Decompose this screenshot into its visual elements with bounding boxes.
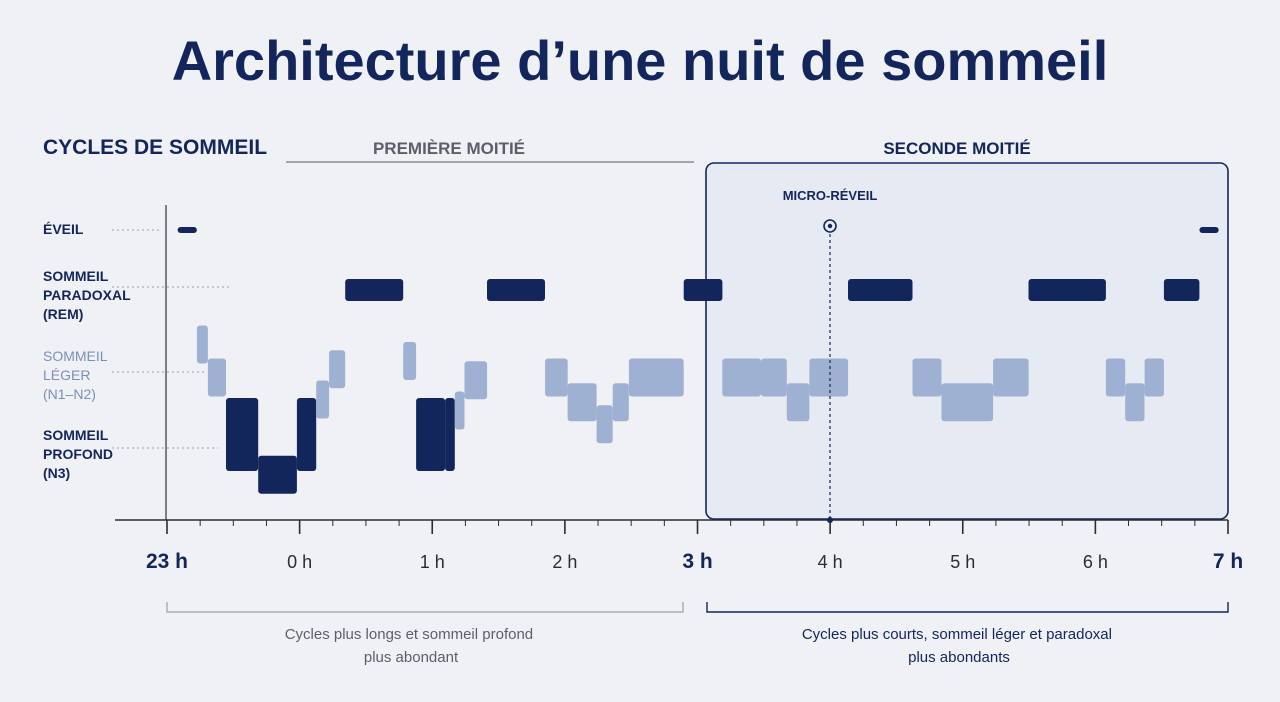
- micro-awakening-label: MICRO-RÉVEIL: [783, 188, 878, 203]
- hypnogram-segment-light: [786, 383, 810, 422]
- second-half-panel: [705, 162, 1229, 520]
- stage-labels: ÉVEIL SOMMEIL PARADOXAL (REM) SOMMEIL LÉ…: [43, 221, 134, 481]
- hypnogram-segment-rem: [345, 279, 404, 301]
- stage-label-light: SOMMEIL LÉGER (N1–N2): [43, 348, 111, 402]
- hypnogram-segment-light: [722, 358, 761, 397]
- stage-label-rem: SOMMEIL PARADOXAL (REM): [43, 268, 134, 322]
- first-half-bracket: [166, 602, 684, 613]
- hypnogram-segment-light: [596, 405, 613, 444]
- hypnogram-segment-deep: [296, 398, 317, 471]
- hypnogram-segment-rem: [487, 279, 545, 301]
- hypnogram-segment-light: [993, 358, 1029, 397]
- stage-leaders: [112, 229, 230, 449]
- first-half-caption: Cycles plus longs et sommeil profond plu…: [285, 626, 538, 666]
- hour-label: 5 h: [950, 552, 975, 572]
- hypnogram-segment-light: [196, 325, 208, 364]
- first-half-label: PREMIÈRE MOITIÉ: [373, 139, 525, 158]
- hypnogram-segment-light: [464, 361, 488, 400]
- micro-awakening-icon-dot: [827, 223, 833, 229]
- hypnogram-segment-awake: [177, 227, 197, 233]
- micro-awakening-marker: MICRO-RÉVEIL: [783, 188, 878, 523]
- second-half-label: SECONDE MOITIÉ: [883, 139, 1030, 158]
- x-axis-ticks: [166, 520, 1229, 534]
- hour-label: 4 h: [818, 552, 843, 572]
- hypnogram-segment-rem: [848, 279, 913, 301]
- page-title: Architecture d’une nuit de sommeil: [172, 29, 1109, 92]
- hypnogram-segment-light: [454, 391, 465, 430]
- hypnogram-segment-light: [628, 358, 684, 397]
- hypnogram-segment-rem: [683, 279, 723, 301]
- hypnogram-segment-deep: [445, 398, 455, 471]
- second-half-caption: Cycles plus courts, sommeil léger et par…: [802, 626, 1116, 666]
- hypnogram-segment-deep: [258, 455, 297, 494]
- hour-label: 7 h: [1213, 550, 1243, 573]
- hypnogram-segment-light: [809, 358, 849, 397]
- micro-awakening-icon: [823, 219, 837, 233]
- hypnogram-segment-light: [1125, 383, 1145, 422]
- hypnogram-segment-light: [761, 358, 787, 397]
- hour-label: 23 h: [146, 550, 188, 573]
- hypnogram: [177, 227, 1219, 494]
- hypnogram-segment-light: [1105, 358, 1126, 397]
- hypnogram-segment-rem: [1163, 279, 1200, 301]
- second-half-bracket: [706, 602, 1229, 613]
- hypnogram-segment-light: [329, 350, 346, 389]
- hypnogram-segment-deep: [416, 398, 446, 471]
- section-label: CYCLES DE SOMMEIL: [43, 136, 267, 159]
- hour-label: 6 h: [1083, 552, 1108, 572]
- micro-awakening-axis-dot: [827, 517, 833, 523]
- x-axis-hour-labels: 23 h 0 h 1 h 2 h 3 h 4 h 5 h 6 h 7 h: [146, 550, 1243, 573]
- hypnogram-segment-light: [612, 383, 629, 422]
- hypnogram-segment-light: [567, 383, 597, 422]
- stage-label-deep: SOMMEIL PROFOND (N3): [43, 427, 117, 481]
- hour-label: 1 h: [420, 552, 445, 572]
- hypnogram-segment-light: [912, 358, 942, 397]
- hypnogram-segment-light: [941, 383, 994, 422]
- stage-label-awake: ÉVEIL: [43, 221, 84, 237]
- hypnogram-segment-rem: [1028, 279, 1106, 301]
- hypnogram-segment-light: [316, 380, 330, 419]
- hypnogram-segment-light: [1144, 358, 1164, 397]
- hypnogram-segment-light: [545, 358, 568, 397]
- hypnogram-segment-deep: [226, 398, 259, 471]
- hypnogram-segment-light: [403, 342, 417, 380]
- hour-label: 2 h: [552, 552, 577, 572]
- hypnogram-segment-light: [207, 358, 226, 397]
- hour-label: 3 h: [682, 550, 712, 573]
- hypnogram-segment-awake: [1199, 227, 1219, 233]
- hour-label: 0 h: [287, 552, 312, 572]
